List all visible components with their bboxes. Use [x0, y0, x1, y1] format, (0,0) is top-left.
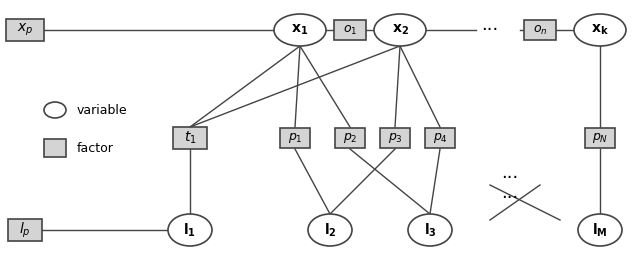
- Text: $\mathbf{l_3}$: $\mathbf{l_3}$: [424, 221, 436, 239]
- FancyBboxPatch shape: [425, 128, 455, 148]
- FancyBboxPatch shape: [335, 128, 365, 148]
- FancyBboxPatch shape: [6, 19, 44, 41]
- Text: $p_3$: $p_3$: [388, 131, 403, 145]
- Text: $\mathbf{x_1}$: $\mathbf{x_1}$: [291, 23, 308, 37]
- Text: $t_1$: $t_1$: [184, 130, 196, 146]
- FancyBboxPatch shape: [524, 20, 556, 40]
- Ellipse shape: [578, 214, 622, 246]
- FancyBboxPatch shape: [8, 219, 42, 241]
- Text: ···: ···: [501, 169, 518, 187]
- Ellipse shape: [168, 214, 212, 246]
- Text: ···: ···: [481, 21, 499, 39]
- Text: $\mathbf{l_2}$: $\mathbf{l_2}$: [324, 221, 337, 239]
- Text: $\mathbf{x_2}$: $\mathbf{x_2}$: [392, 23, 408, 37]
- Text: $o_n$: $o_n$: [532, 23, 547, 37]
- Text: $p_2$: $p_2$: [342, 131, 357, 145]
- Text: $o_1$: $o_1$: [343, 23, 357, 37]
- Text: $x_p$: $x_p$: [17, 22, 33, 38]
- Ellipse shape: [274, 14, 326, 46]
- FancyBboxPatch shape: [585, 128, 615, 148]
- FancyBboxPatch shape: [44, 139, 66, 157]
- Text: $\mathbf{x_k}$: $\mathbf{x_k}$: [591, 23, 609, 37]
- Text: $l_p$: $l_p$: [19, 220, 31, 240]
- Text: $p_4$: $p_4$: [433, 131, 447, 145]
- Text: ···: ···: [501, 189, 518, 207]
- Text: variable: variable: [77, 104, 127, 116]
- Ellipse shape: [308, 214, 352, 246]
- Text: $p_1$: $p_1$: [287, 131, 302, 145]
- FancyBboxPatch shape: [334, 20, 366, 40]
- FancyBboxPatch shape: [173, 127, 207, 149]
- FancyBboxPatch shape: [380, 128, 410, 148]
- Text: factor: factor: [77, 142, 114, 155]
- Text: $\mathbf{l_1}$: $\mathbf{l_1}$: [184, 221, 196, 239]
- FancyBboxPatch shape: [280, 128, 310, 148]
- Ellipse shape: [374, 14, 426, 46]
- Ellipse shape: [44, 102, 66, 118]
- Text: $\mathbf{l_M}$: $\mathbf{l_M}$: [592, 221, 608, 239]
- Ellipse shape: [574, 14, 626, 46]
- Text: $p_N$: $p_N$: [592, 131, 608, 145]
- Ellipse shape: [408, 214, 452, 246]
